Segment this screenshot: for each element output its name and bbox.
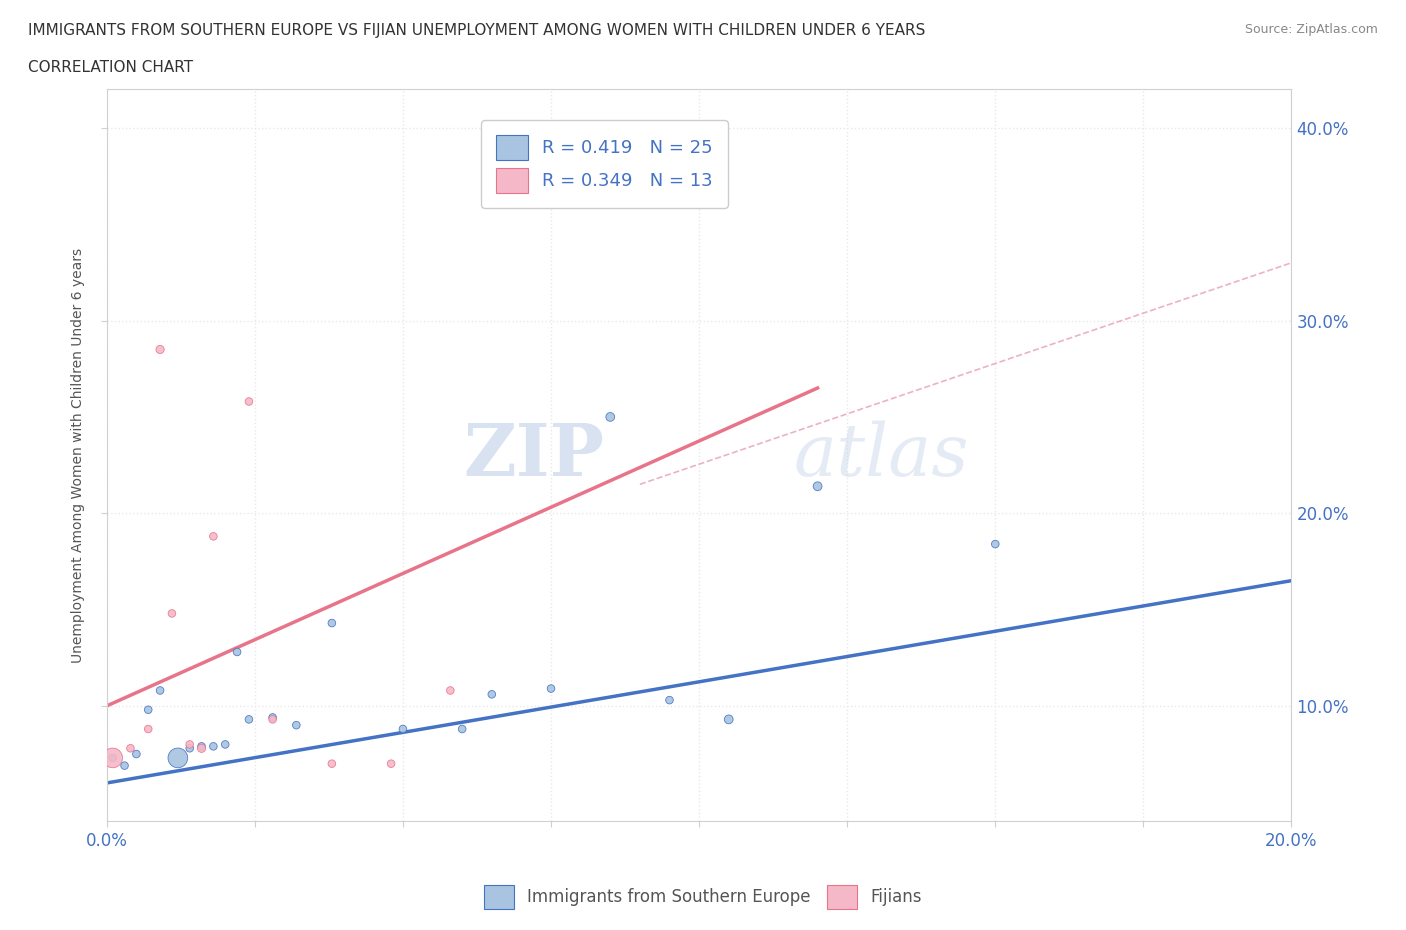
Point — [149, 342, 172, 357]
Point — [238, 712, 260, 727]
Point — [658, 693, 681, 708]
Y-axis label: Unemployment Among Women with Children Under 6 years: Unemployment Among Women with Children U… — [72, 248, 86, 663]
Point — [136, 722, 159, 737]
Point — [451, 722, 474, 737]
Point — [136, 702, 159, 717]
Point — [262, 710, 284, 724]
Point — [238, 394, 260, 409]
Point — [190, 741, 212, 756]
Text: IMMIGRANTS FROM SOUTHERN EUROPE VS FIJIAN UNEMPLOYMENT AMONG WOMEN WITH CHILDREN: IMMIGRANTS FROM SOUTHERN EUROPE VS FIJIA… — [28, 23, 925, 38]
Point — [717, 712, 740, 727]
Point — [540, 681, 562, 696]
Point — [380, 756, 402, 771]
Point — [285, 718, 308, 733]
Point — [101, 751, 124, 765]
Point — [149, 683, 172, 698]
Point — [114, 758, 136, 773]
Text: atlas: atlas — [794, 420, 969, 491]
Point — [120, 741, 142, 756]
Text: Source: ZipAtlas.com: Source: ZipAtlas.com — [1244, 23, 1378, 36]
Point — [321, 756, 343, 771]
Point — [806, 479, 828, 494]
Point — [1102, 824, 1125, 839]
Point — [202, 739, 225, 754]
Point — [179, 741, 201, 756]
Point — [190, 739, 212, 754]
Point — [166, 751, 188, 765]
Point — [101, 751, 124, 765]
Point — [599, 409, 621, 424]
Point — [439, 683, 461, 698]
Text: CORRELATION CHART: CORRELATION CHART — [28, 60, 193, 75]
Point — [392, 722, 415, 737]
Point — [214, 737, 236, 751]
Point — [321, 616, 343, 631]
Point — [262, 712, 284, 727]
Point — [179, 737, 201, 751]
Point — [481, 687, 503, 702]
Point — [984, 537, 1007, 551]
Text: ZIP: ZIP — [464, 420, 605, 491]
Point — [125, 747, 148, 762]
Legend: R = 0.419   N = 25, R = 0.349   N = 13: R = 0.419 N = 25, R = 0.349 N = 13 — [481, 120, 727, 207]
Legend: Immigrants from Southern Europe, Fijians: Immigrants from Southern Europe, Fijians — [475, 877, 931, 917]
Point — [226, 644, 249, 659]
Point — [160, 606, 183, 621]
Point — [202, 529, 225, 544]
